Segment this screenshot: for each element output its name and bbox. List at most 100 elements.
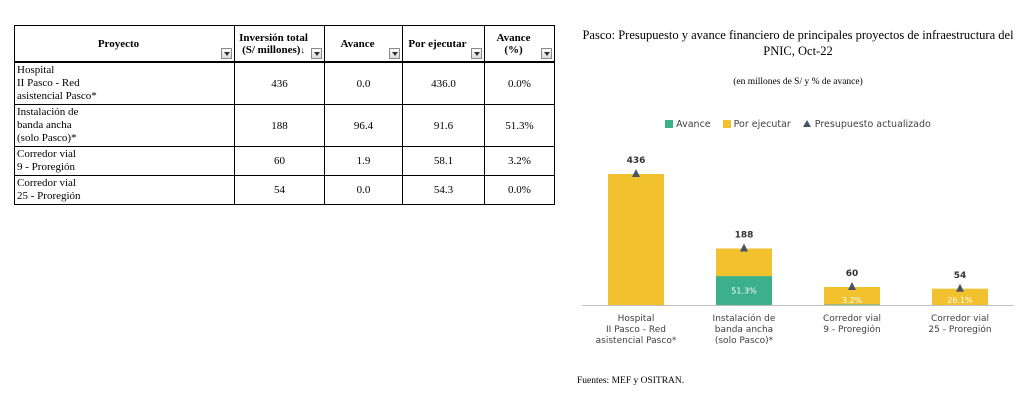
cell-avance: 0.0 [324, 61, 403, 105]
column-header-3: Por ejecutar [402, 25, 485, 63]
bar-total-label: 60 [846, 269, 859, 279]
table-row: Instalación de banda ancha (solo Pasco)* 18… [14, 104, 555, 147]
cell-por-ejecutar: 436.0 [402, 61, 485, 105]
category-label: Instalación de [713, 313, 776, 324]
project-name-line: Corredor vial [17, 148, 76, 160]
header-line: Avance (%) [496, 31, 531, 56]
column-header-1: Inversión total (S/ millones)↓ [234, 25, 325, 63]
legend-label: Por ejecutar [733, 119, 791, 130]
bar-percent-label: 26.1% [947, 296, 973, 305]
project-name-line: 25 - Proregión [17, 190, 81, 202]
legend-item: Avance [665, 119, 711, 130]
legend-swatch [722, 120, 731, 128]
filter-dropdown-icon[interactable] [471, 48, 482, 59]
column-header-label: Avance (%) [485, 32, 554, 56]
project-name-cell: Hospital II Pasco - Red asistencial Pasco* [14, 61, 235, 105]
project-name-cell: Corredor vial 25 - Proregión [14, 175, 235, 205]
cell-inversion: 188 [234, 104, 325, 147]
category-label: 25 - Proregión [928, 324, 991, 335]
project-name-line: Instalación de [17, 106, 79, 118]
project-name-line: banda ancha [17, 119, 72, 131]
presupuesto-marker [740, 243, 748, 252]
cell-avance: 96.4 [324, 104, 403, 147]
category-label: (solo Pasco)* [715, 336, 774, 346]
legend-item: Presupuesto actualizado [802, 119, 931, 130]
column-header-label: Avance [325, 38, 402, 50]
project-name-line: (solo Pasco)* [17, 132, 77, 144]
project-name-line: II Pasco - Red [17, 77, 80, 89]
bar-percent-label: 3.2% [842, 296, 863, 305]
category-label: banda ancha [715, 325, 773, 335]
column-header-4: Avance (%) [484, 25, 555, 63]
chart-title: Pasco: Presupuesto y avance financiero d… [582, 28, 1014, 58]
cell-inversion: 436 [234, 61, 325, 105]
project-name-cell: Instalación de banda ancha (solo Pasco)* [14, 104, 235, 147]
bar-total-label: 436 [627, 156, 646, 166]
filter-dropdown-icon[interactable] [311, 48, 322, 59]
category-label: asistencial Pasco* [596, 336, 677, 346]
bar-por-ejecutar [932, 288, 988, 305]
cell-avance-pct: 3.2% [484, 146, 555, 176]
cell-avance: 0.0 [324, 175, 403, 205]
cell-avance-pct: 0.0% [484, 175, 555, 205]
category-label: Corredor vial [823, 314, 881, 324]
category-label: Corredor vial [931, 314, 989, 324]
presupuesto-marker [848, 281, 856, 290]
triangle-marker-icon [802, 120, 811, 127]
category-label: 9 - Proregión [823, 324, 880, 335]
cell-por-ejecutar: 54.3 [402, 175, 485, 205]
source-note: Fuentes: MEF y OSITRAN. [577, 376, 685, 386]
legend-item: Por ejecutar [722, 119, 791, 130]
project-name-line: Hospital [17, 64, 55, 76]
header-line: Inversión total [239, 31, 308, 44]
table-row: Corredor vial 25 - Proregión 54 0.0 54.3 0.0% [14, 175, 555, 205]
bar-avance [716, 276, 772, 305]
cell-avance: 1.9 [324, 146, 403, 176]
project-name-line: asistencial Pasco* [17, 90, 97, 102]
bar-percent-label: 51.3% [731, 287, 757, 296]
legend-swatch [665, 120, 674, 128]
filter-dropdown-icon[interactable] [541, 48, 552, 59]
bar-por-ejecutar [608, 174, 664, 305]
bar-total-label: 54 [954, 271, 967, 281]
sort-desc-icon: ↓ [300, 44, 305, 55]
table-body: Hospital II Pasco - Red asistencial Pasco*… [14, 61, 555, 205]
column-header-2: Avance [324, 25, 403, 63]
filter-dropdown-icon[interactable] [389, 48, 400, 59]
table-header-row: Proyecto Inversión total (S/ millones)↓ Ava… [14, 25, 555, 63]
header-line: Por ejecutar [408, 37, 467, 50]
chart-subtitle: (en millones de S/ y % de avance) [733, 77, 863, 87]
cell-inversion: 54 [234, 175, 325, 205]
chart-legend: Avance Por ejecutar Presupuesto actualizad… [572, 119, 1024, 130]
cell-avance-pct: 0.0% [484, 61, 555, 105]
legend-label: Presupuesto actualizado [814, 119, 931, 130]
column-header-label: Inversión total (S/ millones)↓ [235, 32, 324, 56]
category-label: Hospital [618, 314, 655, 324]
column-header-label: Proyecto [15, 38, 234, 50]
category-label: II Pasco - Red [606, 325, 666, 335]
cell-por-ejecutar: 58.1 [402, 146, 485, 176]
presupuesto-marker [632, 169, 640, 177]
cell-avance-pct: 51.3% [484, 104, 555, 147]
bar-total-label: 188 [735, 231, 754, 241]
bar-por-ejecutar [716, 248, 772, 277]
cell-inversion: 60 [234, 146, 325, 176]
project-name-line: 9 - Proregión [17, 161, 76, 173]
filter-dropdown-icon[interactable] [221, 48, 232, 59]
bar-por-ejecutar [824, 286, 880, 305]
header-line: (S/ millones)↓ [242, 43, 305, 56]
legend-label: Avance [676, 119, 711, 130]
column-header-0: Proyecto [14, 25, 235, 63]
project-name-line: Corredor vial [17, 177, 76, 189]
project-name-cell: Corredor vial 9 - Proregión [14, 146, 235, 176]
header-line: Proyecto [97, 37, 140, 50]
projects-table: Proyecto Inversión total (S/ millones)↓ Ava… [14, 25, 555, 205]
table-row: Hospital II Pasco - Red asistencial Pasco*… [14, 61, 555, 105]
bar-avance [824, 304, 880, 305]
cell-por-ejecutar: 91.6 [402, 104, 485, 147]
header-line: Avance [340, 37, 375, 50]
table-row: Corredor vial 9 - Proregión 60 1.9 58.1 3.2% [14, 146, 555, 176]
presupuesto-marker [956, 283, 964, 292]
column-header-label: Por ejecutar [403, 38, 484, 50]
